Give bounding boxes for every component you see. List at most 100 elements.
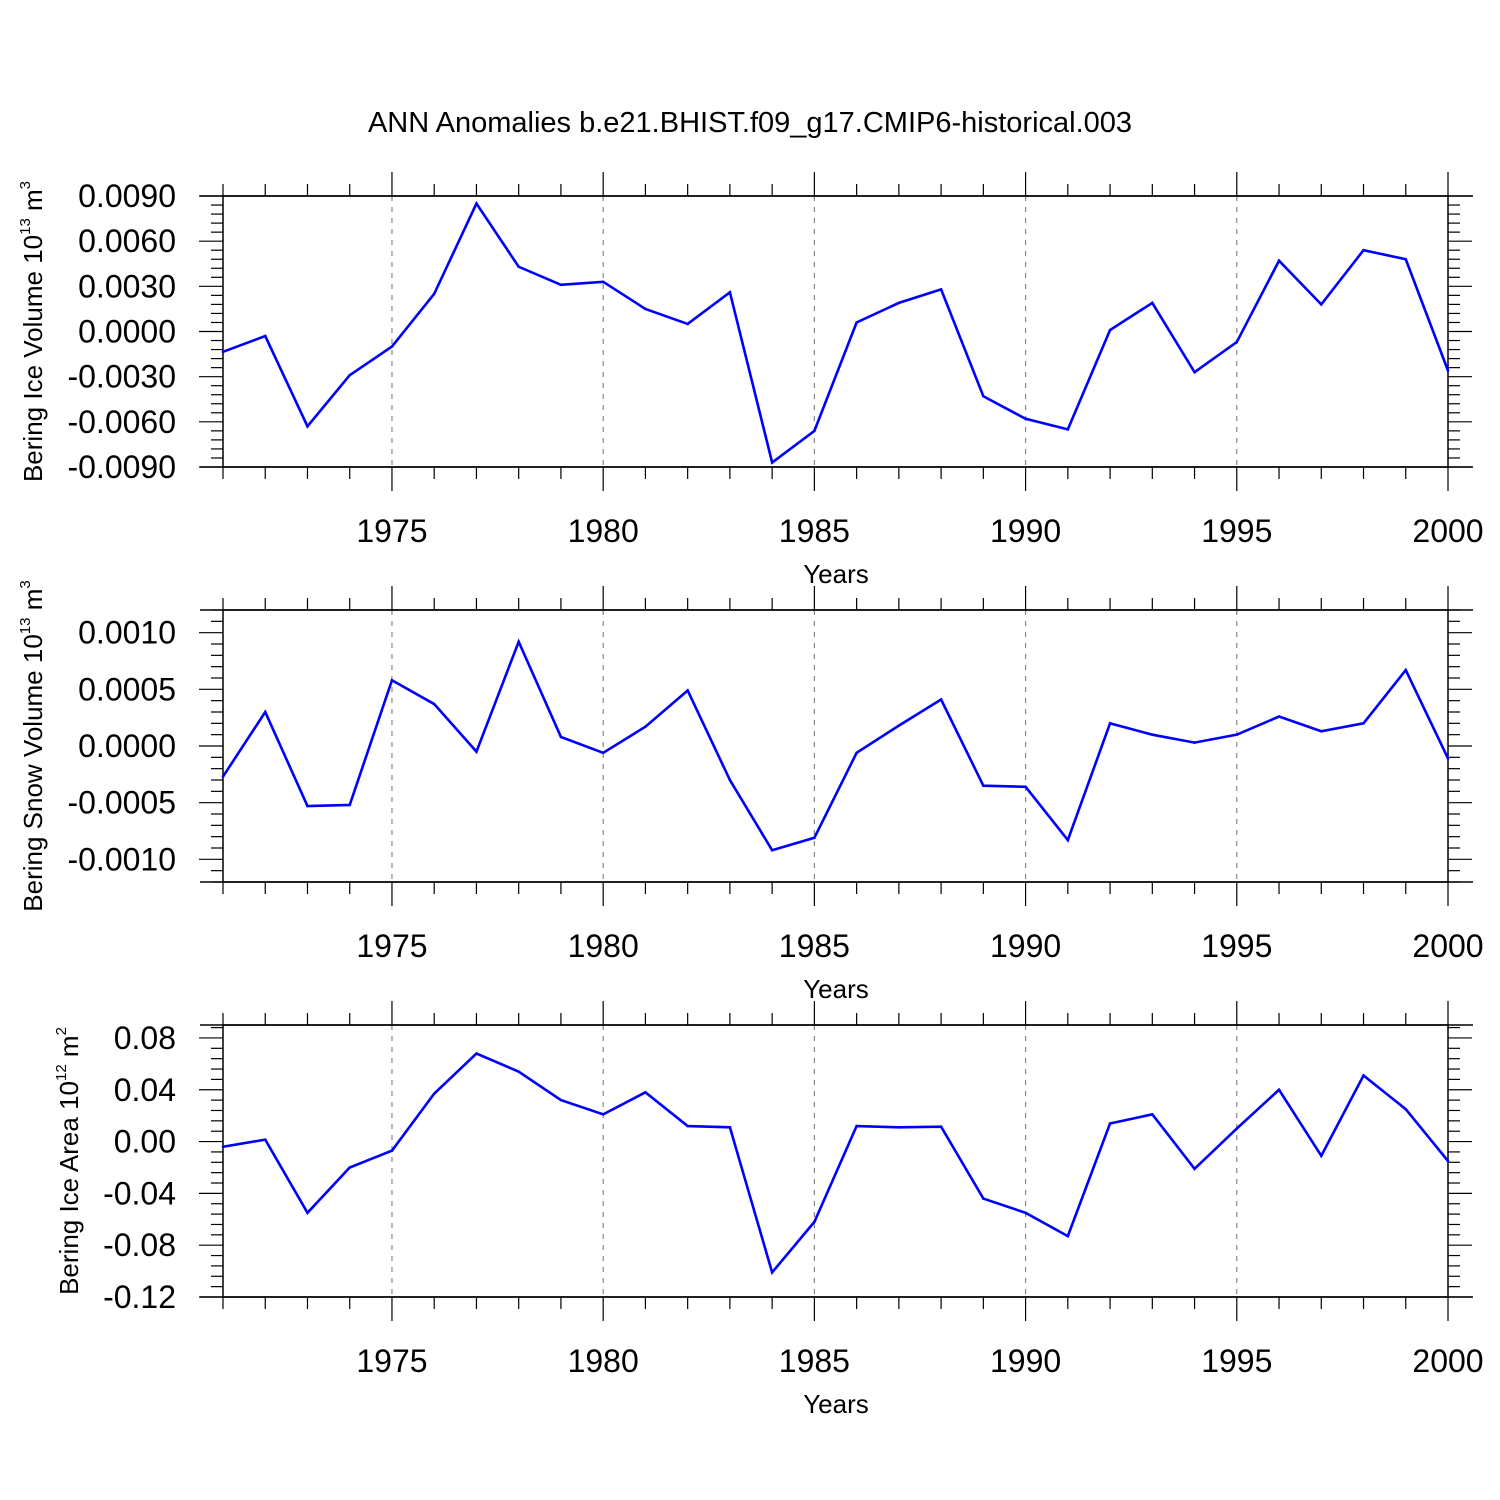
data-point [1108, 328, 1112, 332]
panel-2: 0.0010 0.0005 0.0000 -0.0005 -0.0010 1975 1980… [17, 580, 1484, 1004]
data-point [306, 804, 309, 808]
data-point [1066, 1234, 1070, 1238]
y-axis-title: Bering Ice Volume 1013 m3 [17, 181, 48, 482]
data-point [1108, 1122, 1112, 1125]
data-point [1235, 1127, 1239, 1130]
data-point [1108, 722, 1112, 725]
data-point [813, 429, 816, 433]
x-tick-label: 1995 [1201, 1343, 1272, 1379]
data-point [939, 288, 943, 291]
data-point [686, 1124, 689, 1128]
y-tick-label: 0.0030 [78, 268, 176, 304]
data-point [1193, 1167, 1196, 1171]
data-point [348, 373, 352, 377]
data-point [263, 334, 267, 338]
x-tick-label: 2000 [1412, 928, 1483, 964]
data-point [1446, 757, 1450, 760]
x-tick-label: 1975 [356, 513, 427, 549]
data-point [897, 301, 901, 305]
x-tick-label: 2000 [1412, 1343, 1483, 1379]
series-line [221, 638, 1450, 852]
data-point [221, 1145, 225, 1149]
data-point [390, 345, 394, 348]
data-point [644, 1091, 647, 1094]
data-point [1277, 1088, 1281, 1092]
data-point [770, 848, 774, 852]
data-point [1446, 1159, 1450, 1163]
data-point [432, 292, 436, 296]
y-tick-label: -0.12 [103, 1279, 176, 1315]
x-tick-label: 1985 [779, 513, 850, 549]
data-point [559, 283, 563, 287]
data-point [475, 1052, 478, 1055]
data-point [221, 350, 225, 354]
x-tick-label: 1975 [356, 1343, 427, 1379]
data-point [1362, 248, 1365, 252]
data-point [1362, 722, 1365, 725]
plot-frame [222, 195, 1449, 468]
data-point [1151, 733, 1154, 736]
y-tick-label: -0.0090 [67, 449, 176, 485]
data-point [1446, 369, 1450, 372]
data-point [855, 751, 858, 755]
series-line [222, 200, 1450, 465]
data-point [686, 322, 689, 326]
data-point [1319, 729, 1323, 733]
data-point [855, 1124, 858, 1128]
data-point [897, 1126, 901, 1129]
data-point [982, 394, 985, 398]
data-point [306, 1211, 309, 1215]
y-tick-label: -0.04 [103, 1175, 176, 1211]
panel-1: 0.0090 0.0060 0.0030 0.0000 -0.0030 -0.0060 -0… [17, 172, 1484, 589]
x-axis-title: Years [803, 974, 869, 1004]
x-tick-label: 1975 [356, 928, 427, 964]
data-point [644, 725, 647, 729]
data-point [1235, 340, 1239, 344]
data-point [855, 321, 858, 324]
data-point [1066, 428, 1070, 431]
data-point [1235, 733, 1239, 736]
x-tick-label: 1995 [1201, 513, 1272, 549]
data-point [770, 461, 774, 464]
y-tick-label: 0.0060 [78, 223, 176, 259]
data-point [390, 1149, 394, 1152]
panel-3: 0.08 0.04 0.00 -0.04 -0.08 -0.12 1975 1980 1985 1… [53, 1001, 1484, 1419]
data-point [813, 1220, 816, 1224]
data-point [475, 202, 478, 205]
data-point [939, 698, 943, 701]
panels: 0.0090 0.0060 0.0030 0.0000 -0.0030 -0.0060 -0… [17, 172, 1484, 1419]
data-point [1404, 1107, 1408, 1111]
chart-title: ANN Anomalies b.e21.BHIST.f09_g17.CMIP6-… [368, 107, 1132, 139]
data-point [897, 724, 901, 727]
data-point [601, 1113, 605, 1116]
data-point [728, 291, 732, 294]
plot-frame [222, 1024, 1449, 1298]
y-tick-label: -0.0010 [67, 841, 176, 877]
y-tick-label: 0.08 [114, 1020, 176, 1056]
data-point [1151, 301, 1154, 305]
data-point [1404, 257, 1408, 261]
x-axis-title: Years [803, 1389, 869, 1419]
data-point [432, 702, 436, 706]
data-point [770, 1271, 774, 1274]
data-point [813, 836, 816, 840]
data-point [263, 710, 267, 714]
x-tick-label: 1990 [990, 928, 1061, 964]
y-tick-label: -0.0030 [67, 359, 176, 395]
y-tick-label: -0.08 [103, 1227, 176, 1263]
y-axis-title: Bering Snow Volume 1013 m3 [17, 580, 48, 911]
data-point [432, 1092, 436, 1095]
x-tick-label: 1985 [779, 928, 850, 964]
data-point [644, 307, 647, 311]
x-tick-label: 1980 [568, 513, 639, 549]
data-point [728, 1126, 732, 1129]
data-point [982, 784, 985, 787]
data-point [1193, 370, 1196, 374]
y-tick-label: -0.0060 [67, 404, 176, 440]
data-point [1319, 303, 1323, 306]
x-axis-title: Years [803, 559, 869, 589]
data-point [348, 803, 352, 807]
data-point [601, 751, 605, 755]
data-point [221, 775, 225, 778]
